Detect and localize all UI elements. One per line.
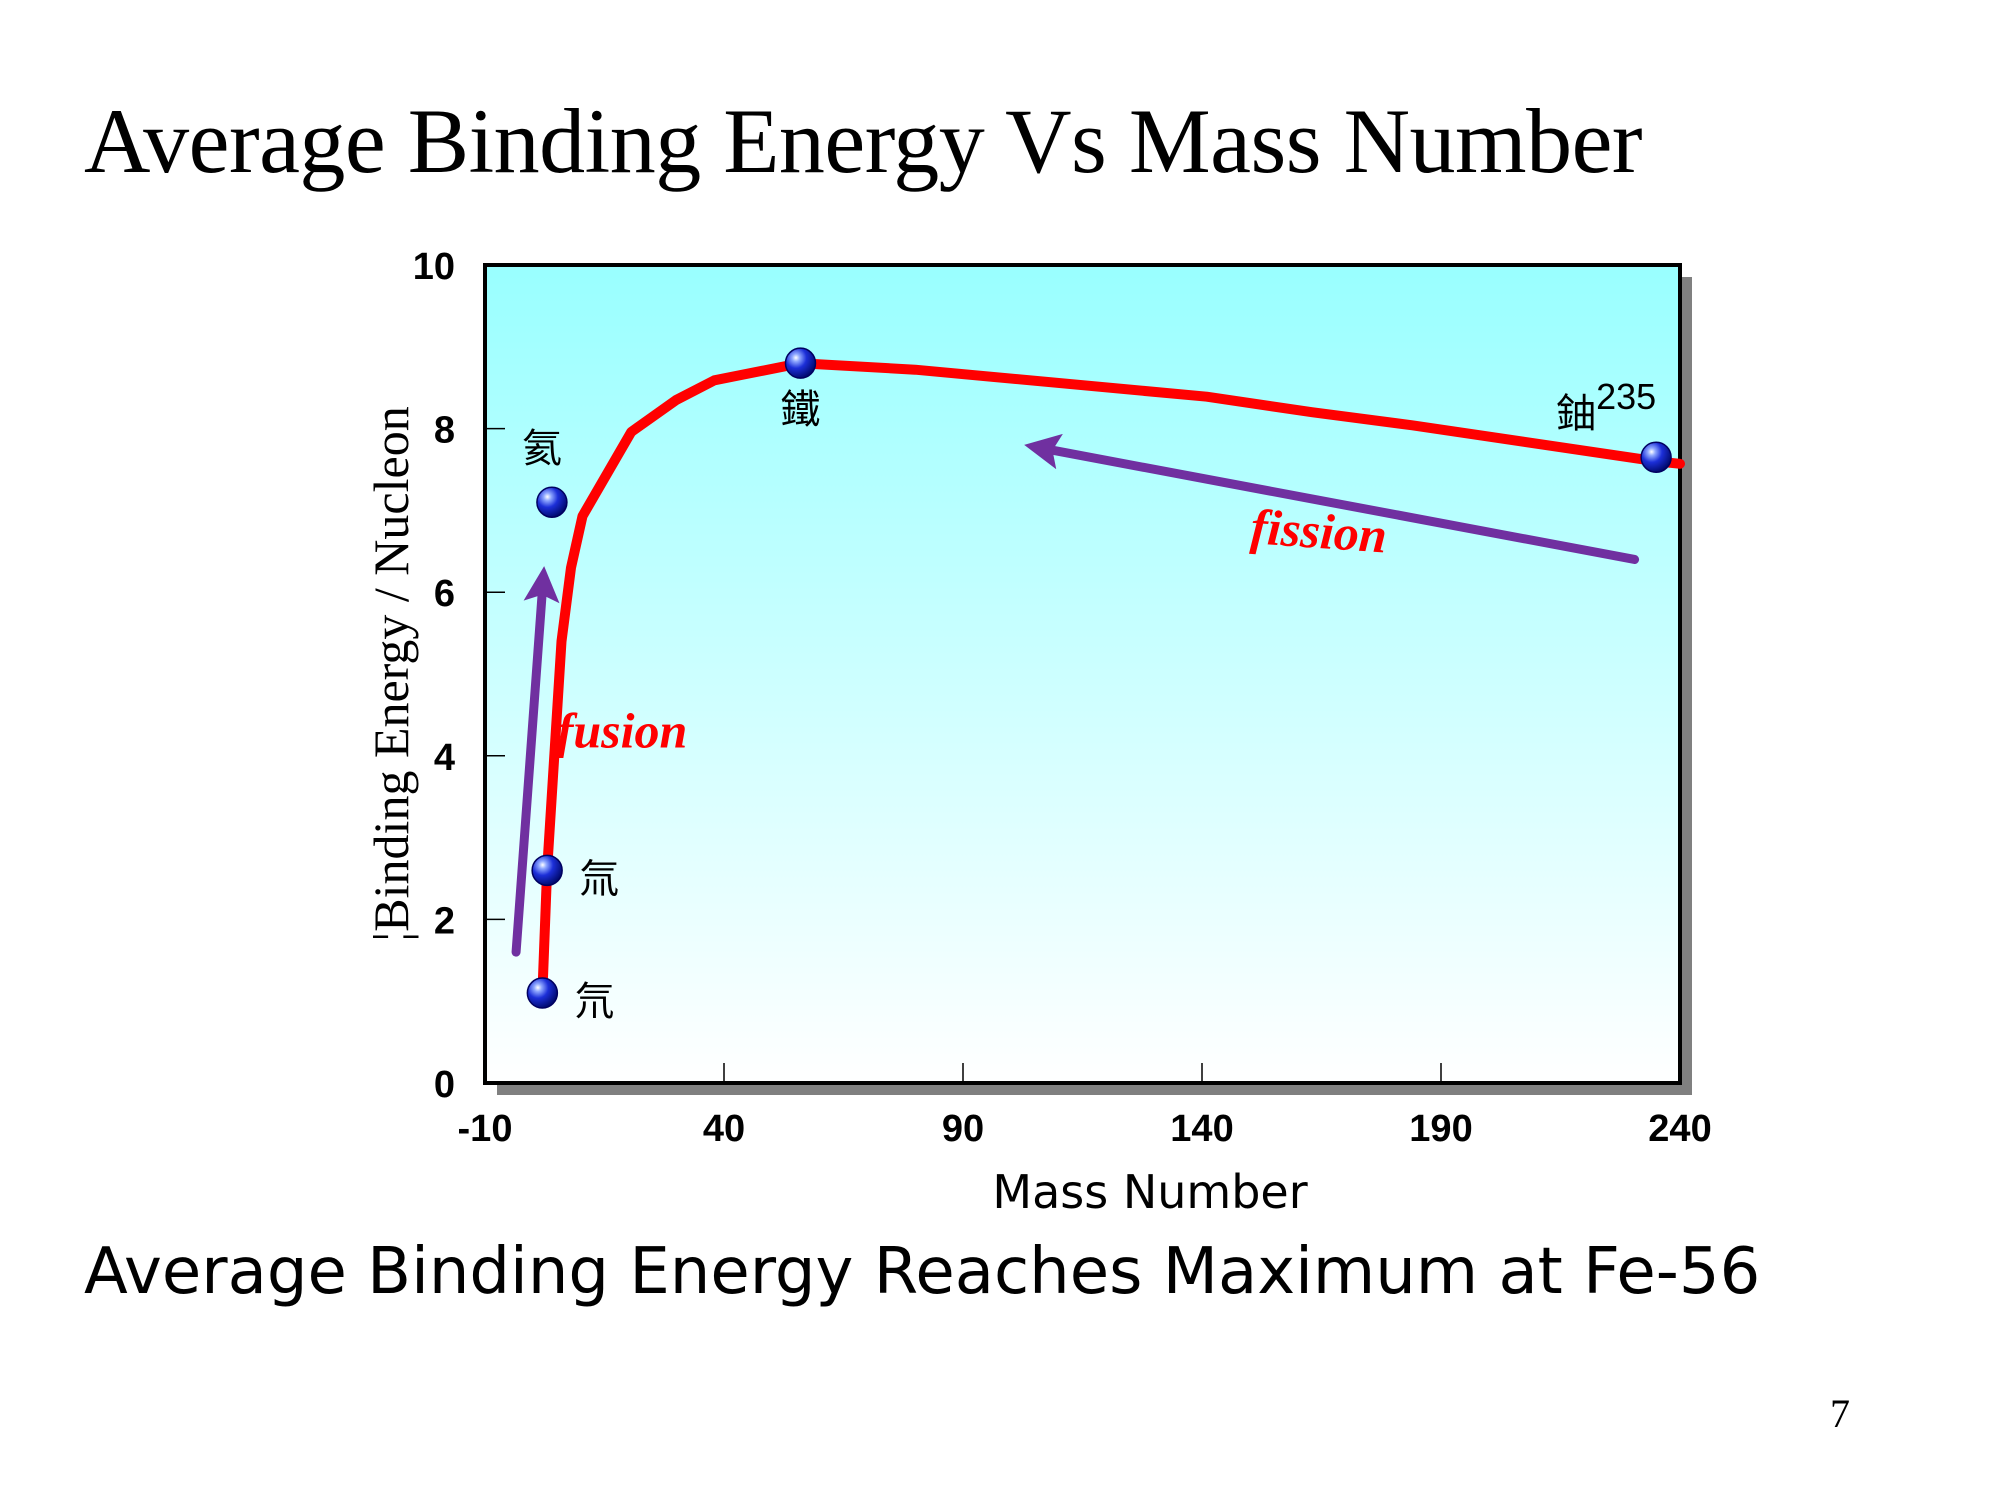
point-iron <box>784 347 817 379</box>
point-uranium-235 <box>1640 441 1672 473</box>
point-label-helium: 氦 <box>522 426 562 472</box>
point-label-tritium: 氚 <box>579 856 619 902</box>
point-helium <box>536 486 568 518</box>
isotope-superscript: 235 <box>1596 376 1656 417</box>
y-tick-label: 6 <box>434 573 455 615</box>
x-axis-label: Mass Number <box>992 1165 1307 1219</box>
point-tritium <box>531 854 563 887</box>
binding-energy-curve <box>537 358 1685 998</box>
point-deuterium <box>526 977 559 1009</box>
annotation-fusion: fusion <box>557 703 688 759</box>
y-tick-label: 4 <box>434 737 455 779</box>
slide-subtitle: Average Binding Energy Reaches Maximum a… <box>84 1235 1761 1309</box>
y-axis-label: ¦Binding Energy / Nucleon <box>363 406 419 941</box>
y-tick-label: 10 <box>413 246 455 288</box>
point-label-iron: 鐵 <box>780 387 820 433</box>
annotation-fission: fission <box>1249 498 1389 563</box>
fission-arrow <box>1024 433 1640 564</box>
x-tick-label: 190 <box>1409 1108 1472 1150</box>
y-tick-label: 8 <box>434 410 455 452</box>
point-label-deuterium: 氘 <box>574 979 614 1025</box>
page-number: 7 <box>1830 1391 1850 1436</box>
y-tick-label: 2 <box>434 900 455 942</box>
x-tick-label: -10 <box>458 1108 513 1150</box>
x-tick-label: 90 <box>942 1108 984 1150</box>
slide-title: Average Binding Energy Vs Mass Number <box>84 90 1643 192</box>
fusion-arrow <box>511 566 560 957</box>
y-tick-label: 0 <box>434 1064 455 1106</box>
x-tick-label: 40 <box>703 1108 745 1150</box>
x-tick-label: 140 <box>1170 1108 1233 1150</box>
x-tick-label: 240 <box>1648 1108 1711 1150</box>
